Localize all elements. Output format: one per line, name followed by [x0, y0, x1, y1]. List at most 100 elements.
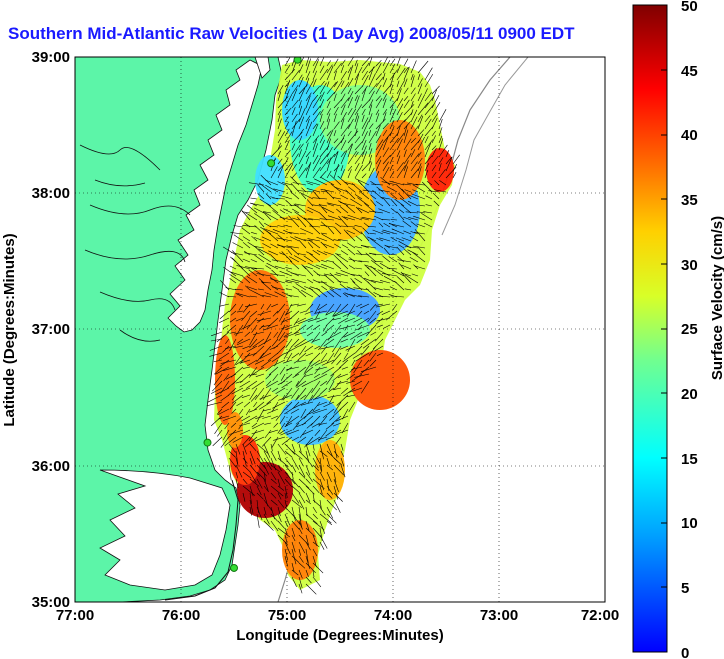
- velocity-arrow: [256, 478, 263, 489]
- velocity-arrow: [242, 225, 258, 228]
- velocity-arrow: [284, 157, 289, 165]
- velocity-arrow: [360, 217, 370, 221]
- velocity-arrow: [396, 98, 404, 109]
- velocity-arrow: [284, 79, 291, 95]
- velocity-arrow: [266, 202, 279, 214]
- velocity-arrow: [249, 338, 258, 348]
- velocity-arrow: [284, 520, 289, 528]
- plot-frame: [74, 56, 606, 603]
- velocity-arrow: [348, 265, 356, 270]
- chesapeake-bay: [167, 59, 263, 333]
- velocity-arrow: [347, 248, 356, 256]
- velocity-arrow: [343, 216, 356, 221]
- velocity-arrow: [408, 217, 419, 221]
- velocity-arrow: [334, 274, 342, 277]
- velocity-arrow: [340, 104, 346, 116]
- velocity-arrow: [246, 317, 258, 330]
- velocity-arrow: [431, 147, 437, 158]
- velocity-arrow: [424, 95, 435, 109]
- velocity-arrow: [270, 145, 283, 158]
- velocity-arrow: [356, 338, 363, 344]
- velocity-arrow: [405, 211, 419, 214]
- y-tick-label: 39:00: [32, 49, 70, 66]
- velocity-arrow: [333, 464, 345, 476]
- colorbar-tick-label: 15: [681, 451, 698, 468]
- velocity-arrow: [361, 139, 367, 151]
- velocity-arrow: [369, 317, 377, 324]
- velocity-arrow: [333, 239, 342, 242]
- velocity-arrow: [382, 93, 388, 102]
- velocity-arrow: [305, 57, 310, 67]
- velocity-arrow: [340, 65, 345, 74]
- velocity-arrow: [445, 156, 452, 165]
- velocity-arrow: [296, 422, 307, 428]
- velocity-arrow: [327, 226, 335, 235]
- velocity-arrow: [270, 520, 279, 532]
- velocity-arrow: [210, 387, 223, 394]
- velocity-arrow: [319, 513, 332, 524]
- velocity-arrow: [298, 471, 306, 479]
- velocity-arrow: [414, 231, 426, 235]
- velocity-arrow: [277, 163, 285, 179]
- velocity-arrow: [382, 129, 388, 137]
- velocity-arrow: [242, 275, 251, 284]
- velocity-arrow: [336, 380, 349, 385]
- delaware-bay: [254, 57, 271, 79]
- velocity-arrow: [311, 380, 321, 394]
- velocity-arrow: [382, 109, 388, 116]
- velocity-arrow: [298, 100, 302, 109]
- velocity-arrow: [367, 225, 377, 228]
- velocity-arrow: [244, 415, 258, 424]
- velocity-arrow: [251, 232, 258, 235]
- velocity-arrow: [360, 366, 377, 372]
- velocity-arrow: [339, 202, 356, 207]
- velocity-arrow: [263, 464, 270, 475]
- velocity-arrow: [319, 81, 325, 88]
- velocity-arrow: [263, 478, 269, 491]
- velocity-arrow: [319, 499, 322, 510]
- velocity-arrow: [320, 224, 335, 228]
- velocity-arrow: [332, 373, 342, 382]
- velocity-arrow: [298, 513, 303, 529]
- velocity-arrow: [303, 387, 314, 401]
- velocity-arrow: [354, 324, 370, 331]
- velocity-arrow: [291, 443, 296, 453]
- velocity-arrow: [378, 222, 384, 228]
- velocity-arrow: [284, 64, 291, 74]
- velocity-arrow: [323, 251, 335, 256]
- velocity-arrow: [277, 113, 281, 123]
- velocity-arrow: [452, 154, 460, 165]
- velocity-arrow: [305, 303, 314, 312]
- y-tick-label: 38:00: [32, 185, 70, 202]
- velocity-arrow: [375, 155, 382, 165]
- velocity-arrow: [375, 303, 391, 308]
- velocity-arrow: [361, 345, 370, 356]
- velocity-arrow: [347, 150, 357, 165]
- velocity-arrow: [277, 513, 282, 523]
- velocity-arrow: [270, 359, 286, 367]
- velocity-arrow: [333, 226, 342, 235]
- velocity-arrow: [332, 317, 342, 321]
- velocity-arrow: [403, 138, 412, 151]
- velocity-arrow: [290, 247, 300, 256]
- velocity-arrow: [230, 422, 237, 428]
- velocity-arrow: [298, 443, 302, 453]
- velocity-arrow: [340, 270, 356, 277]
- velocity-arrow: [431, 135, 436, 144]
- velocity-arrow: [273, 331, 279, 338]
- velocity-arrow: [351, 182, 363, 193]
- velocity-arrow: [315, 394, 328, 400]
- velocity-arrow: [381, 310, 391, 315]
- velocity-arrow: [251, 235, 258, 242]
- velocity-arrow: [259, 198, 272, 207]
- velocity-arrow: [262, 387, 272, 400]
- velocity-arrow: [312, 338, 321, 342]
- velocity-arrow: [284, 499, 287, 508]
- velocity-arrow: [248, 429, 258, 442]
- velocity-arrow: [389, 137, 399, 151]
- velocity-arrow: [298, 317, 314, 324]
- velocity-arrow: [272, 286, 286, 291]
- velocity-arrow: [312, 401, 321, 412]
- velocity-arrow: [367, 281, 377, 291]
- velocity-arrow: [321, 285, 328, 291]
